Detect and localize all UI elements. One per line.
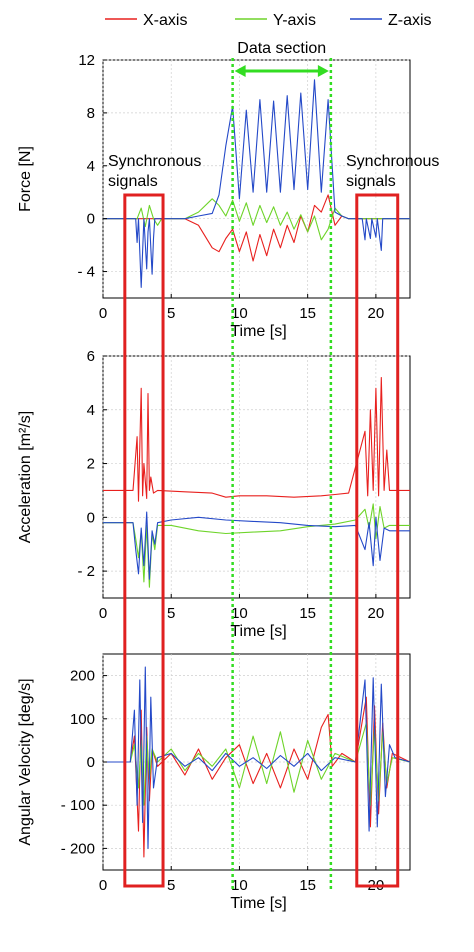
y-tick-label: 0 <box>87 211 95 228</box>
x-tick-label: 10 <box>231 605 248 622</box>
x-tick-label: 15 <box>299 877 316 894</box>
x-tick-label: 0 <box>99 605 107 622</box>
sync-box-right <box>355 193 400 888</box>
y-axis-label: Acceleration [m²/s] <box>17 411 34 543</box>
x-axis-label: Time [s] <box>230 323 286 340</box>
legend: X-axis Y-axis Z-axis <box>105 12 432 29</box>
legend-label: X-axis <box>143 12 187 29</box>
sync-label-right: signals <box>346 173 396 190</box>
plot-frame <box>102 59 411 299</box>
y-tick-label: - 2 <box>77 563 95 580</box>
y-tick-label: 4 <box>87 402 95 419</box>
y-tick-label: 100 <box>70 711 95 728</box>
x-tick-label: 20 <box>368 305 385 322</box>
legend-item: Y-axis <box>235 12 316 29</box>
x-tick-label: 15 <box>299 305 316 322</box>
legend-item: X-axis <box>105 12 187 29</box>
y-tick-label: 0 <box>87 754 95 771</box>
plot-frame <box>102 355 411 599</box>
legend-label: Y-axis <box>273 12 316 29</box>
series-line <box>103 194 410 262</box>
y-tick-label: 0 <box>87 509 95 526</box>
y-tick-label: 200 <box>70 668 95 685</box>
sync-box-left <box>123 193 165 888</box>
y-tick-label: 4 <box>87 158 95 175</box>
series-line <box>103 376 410 502</box>
y-axis-label: Angular Velocity [deg/s] <box>17 678 34 845</box>
y-tick-label: - 200 <box>61 840 95 857</box>
legend-item: Z-axis <box>350 12 432 29</box>
series-line <box>103 666 411 849</box>
x-tick-label: 5 <box>167 605 175 622</box>
series-line <box>103 79 410 288</box>
x-tick-label: 10 <box>231 305 248 322</box>
sync-label-left: Synchronous <box>108 153 201 170</box>
arrow-head-right <box>317 65 329 77</box>
chart-panel: 0 5 10 15 20 - 4 0 4 8 12 Time [s] Force [N] <box>17 52 411 340</box>
arrow-head-left <box>234 65 246 77</box>
x-tick-label: 10 <box>231 877 248 894</box>
y-tick-label: - 100 <box>61 797 95 814</box>
y-tick-label: - 4 <box>77 264 95 281</box>
x-tick-label: 5 <box>167 305 175 322</box>
series-line <box>103 511 410 580</box>
y-tick-label: 8 <box>87 105 95 122</box>
x-tick-label: 0 <box>99 877 107 894</box>
legend-label: Z-axis <box>388 12 432 29</box>
sync-label-left: signals <box>108 173 158 190</box>
x-axis-label: Time [s] <box>230 623 286 640</box>
y-tick-label: 6 <box>87 348 95 365</box>
x-tick-label: 0 <box>99 305 107 322</box>
x-tick-label: 5 <box>167 877 175 894</box>
chart-panel: 0 5 10 15 20 - 2 0 2 4 6 Time [s] Acceleration [m²/… <box>17 348 411 640</box>
x-tick-label: 20 <box>368 605 385 622</box>
x-axis-label: Time [s] <box>230 895 286 912</box>
x-tick-label: 15 <box>299 605 316 622</box>
data-section-label: Data section <box>237 40 326 57</box>
sync-label-right: Synchronous <box>346 153 439 170</box>
overlay: Data section Synchronous signals Synchronou… <box>108 40 439 890</box>
y-axis-label: Force [N] <box>17 146 34 212</box>
y-tick-label: 2 <box>87 456 95 473</box>
y-tick-label: 12 <box>78 52 95 69</box>
